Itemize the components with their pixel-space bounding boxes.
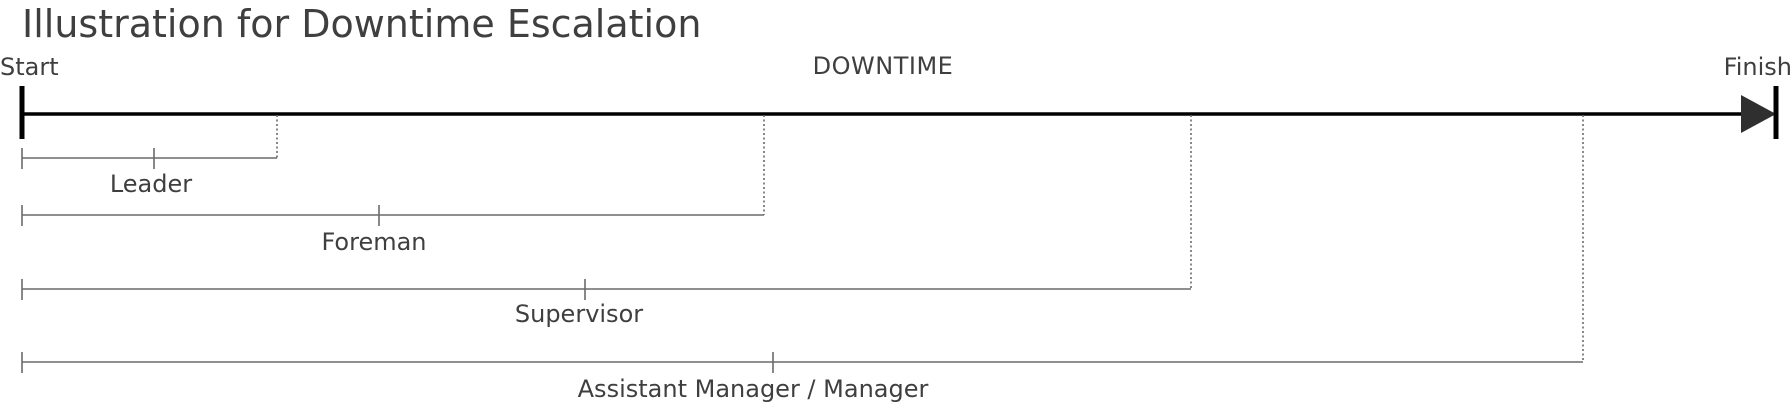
escalation-bar-leader: Leader — [21, 115, 278, 198]
escalation-bar-supervisor: Supervisor — [21, 115, 1192, 328]
role-label-assistant-manager-manager: Assistant Manager / Manager — [578, 375, 929, 403]
role-label-leader: Leader — [110, 170, 192, 198]
downtime-label: DOWNTIME — [813, 52, 954, 80]
escalation-bar-foreman: Foreman — [21, 115, 765, 256]
escalation-bar-manager: Assistant Manager / Manager — [21, 115, 1584, 403]
role-label-foreman: Foreman — [321, 228, 426, 256]
finish-label: Finish — [1724, 53, 1792, 81]
timeline-arrow-head — [1741, 95, 1776, 133]
start-label: Start — [0, 53, 59, 81]
role-label-supervisor: Supervisor — [515, 300, 643, 328]
diagram-title: Illustration for Downtime Escalation — [22, 2, 701, 46]
